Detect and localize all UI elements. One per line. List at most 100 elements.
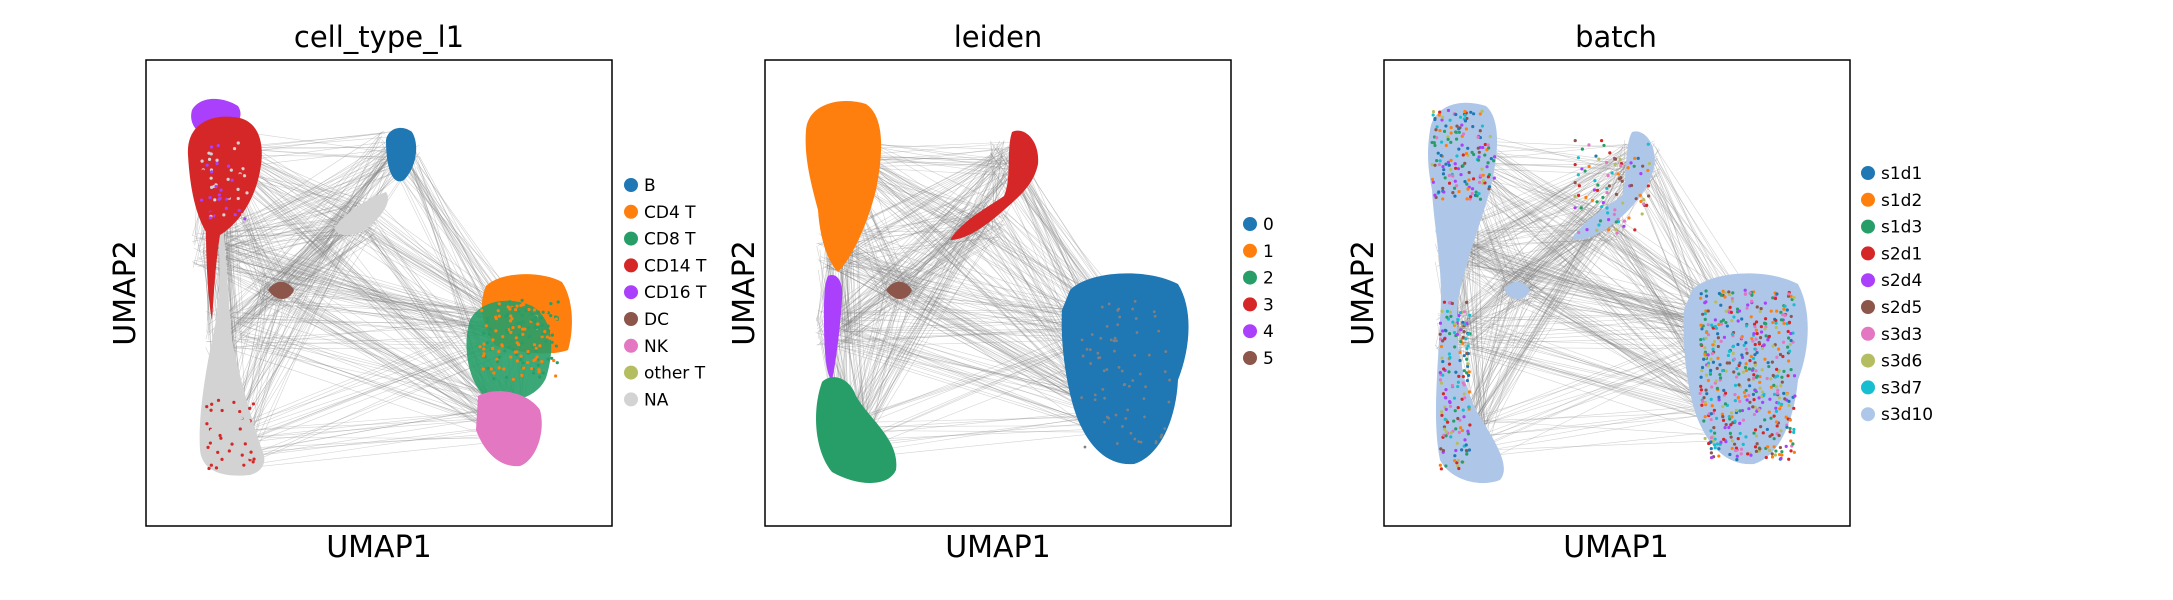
cell-point — [1483, 181, 1487, 185]
cell-point — [1714, 300, 1718, 304]
cell-point — [1718, 372, 1722, 377]
cell-point — [1737, 383, 1741, 387]
cell-point — [534, 315, 538, 319]
edge-line — [298, 222, 376, 282]
cell-point — [1445, 315, 1449, 319]
edge-line — [214, 255, 503, 329]
edge-line — [1464, 237, 1732, 422]
edge-line — [1439, 224, 1614, 338]
cell-point — [1458, 115, 1463, 119]
legend-label: 1 — [1263, 242, 1274, 262]
legend-label: 2 — [1263, 269, 1274, 289]
cell-point — [1583, 169, 1587, 173]
cell-point — [1785, 308, 1789, 312]
legend-swatch — [1861, 300, 1875, 314]
edge-line — [214, 231, 362, 260]
cell-point — [215, 147, 219, 151]
cell-point — [215, 174, 219, 179]
cell-point — [1713, 437, 1717, 441]
edge-line — [193, 247, 491, 409]
panel-cell-type: cell_type_l1 — [108, 20, 707, 565]
edge-line — [1449, 311, 1738, 419]
edge-line — [1454, 236, 1589, 440]
cell-point — [1759, 425, 1763, 429]
edge-line — [1511, 206, 1592, 297]
cell-point — [1131, 379, 1135, 382]
edge-line — [1451, 320, 1729, 343]
cell-point — [1750, 293, 1754, 297]
edge-line — [841, 175, 1028, 242]
edge-line — [199, 263, 520, 330]
cell-point — [1735, 307, 1740, 311]
edge-line — [1523, 217, 1591, 280]
edge-line — [852, 243, 898, 293]
cell-point — [1781, 354, 1785, 359]
cell-point — [225, 416, 229, 420]
edge-line — [227, 334, 520, 438]
cell-point — [1700, 368, 1704, 373]
edge-line — [1443, 263, 1728, 349]
cell-point — [1485, 165, 1489, 169]
cell-point — [245, 191, 249, 195]
cell-point — [1457, 313, 1461, 318]
cell-point — [1441, 359, 1445, 364]
cell-point — [1753, 347, 1757, 351]
cluster-b — [386, 127, 417, 182]
edge-line — [1466, 232, 1613, 431]
cluster-dc — [268, 281, 294, 300]
cell-point — [1778, 407, 1782, 411]
cell-point — [1444, 434, 1448, 438]
cell-point — [1747, 393, 1751, 398]
cell-point — [1464, 151, 1469, 156]
cell-point — [549, 313, 553, 318]
cell-point — [1080, 338, 1084, 342]
edge-line — [222, 205, 351, 243]
cell-point — [1699, 384, 1703, 388]
edge-line — [200, 162, 396, 239]
cell-point — [1785, 392, 1789, 397]
cell-point — [1787, 399, 1791, 403]
cell-point — [1704, 294, 1709, 298]
edge-line — [217, 253, 515, 423]
edge-line — [852, 281, 905, 422]
cell-point — [1754, 434, 1759, 438]
cell-point — [1461, 132, 1466, 136]
edge-line — [245, 224, 357, 464]
cell-point — [538, 375, 542, 379]
cell-point — [1596, 183, 1600, 187]
edge-line — [229, 131, 531, 323]
cell-point — [504, 328, 509, 332]
edge-line — [1471, 238, 1592, 265]
cell-point — [1600, 205, 1604, 209]
cell-point — [1782, 307, 1786, 311]
edge-line — [848, 245, 894, 273]
edge-line — [1481, 228, 1598, 448]
cell-point — [216, 207, 221, 211]
cell-point — [1466, 146, 1470, 150]
cell-point — [1714, 379, 1718, 383]
cell-point — [1788, 426, 1792, 431]
edge-line — [205, 311, 529, 432]
cell-point — [1461, 320, 1465, 324]
edge-line — [1470, 140, 1638, 168]
edge-line — [214, 150, 407, 251]
edge-line — [855, 157, 1015, 268]
cell-point — [1438, 332, 1442, 336]
cell-point — [1480, 167, 1484, 171]
cell-point — [1728, 431, 1732, 436]
cell-point — [214, 185, 218, 189]
cell-point — [1461, 335, 1465, 339]
edge-line — [208, 156, 392, 233]
cluster-1 — [805, 101, 882, 272]
cell-point — [1444, 143, 1448, 148]
cell-point — [1442, 367, 1446, 371]
edge-line — [822, 223, 1000, 331]
cell-point — [1779, 429, 1783, 433]
edge-line — [1466, 231, 1601, 340]
edge-line — [1448, 341, 1735, 428]
cell-point — [227, 449, 231, 453]
cell-point — [506, 305, 510, 309]
cell-point — [517, 325, 521, 329]
cell-point — [1715, 386, 1720, 390]
cell-point — [1492, 176, 1496, 180]
